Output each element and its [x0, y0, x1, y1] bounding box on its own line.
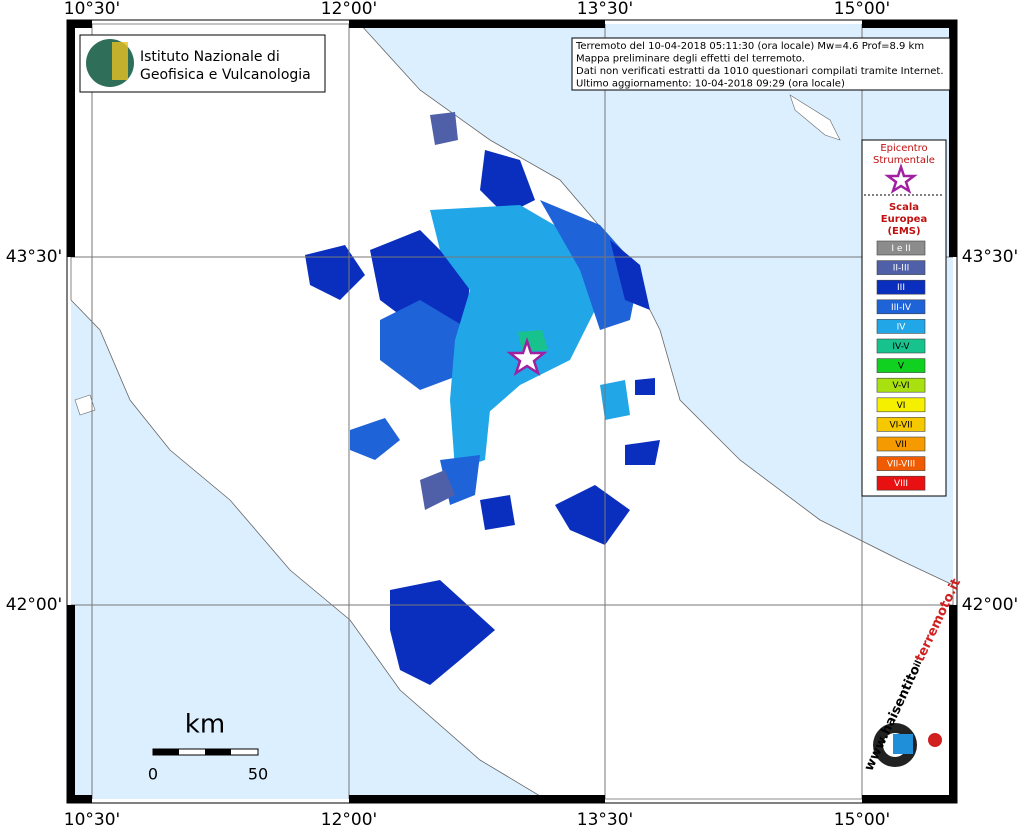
area	[350, 418, 400, 460]
legend-swatch	[876, 319, 926, 334]
info-frame	[571, 37, 951, 91]
scale-label: 50	[248, 765, 268, 784]
lon-label: 12°00'	[321, 810, 377, 830]
legend-label: III-IV	[891, 303, 912, 313]
lon-label: 13°30'	[577, 810, 633, 830]
frame-bar	[949, 605, 957, 803]
legend-swatch	[876, 436, 926, 452]
legend-label: VI-VII	[890, 420, 913, 430]
watermark-logo	[893, 734, 913, 754]
area	[430, 205, 600, 420]
elba	[74, 394, 96, 416]
watermark-logo	[928, 733, 942, 747]
lat-label: 43°30'	[962, 247, 1018, 267]
scale-bar: km 0 50	[148, 710, 268, 784]
frame-bar	[949, 20, 957, 257]
info-box: Terremoto del 10-04-2018 05:11:30 (ora l…	[571, 37, 951, 91]
frame-bar	[67, 795, 92, 803]
map-frame	[66, 19, 958, 804]
logo-text: Istituto Nazionale di	[140, 49, 280, 65]
logo-text: Geofisica e Vulcanologia	[140, 67, 311, 83]
area	[540, 200, 640, 330]
legend-swatch	[876, 260, 926, 275]
epicenter-star	[506, 337, 548, 376]
area	[305, 245, 365, 300]
lon-label: 10°30'	[64, 0, 120, 19]
area	[420, 470, 455, 510]
legend-box	[861, 139, 947, 497]
legend-swatch	[876, 456, 926, 471]
legend-swatch	[876, 417, 926, 432]
legend-label: III	[897, 283, 905, 293]
frame-bar	[349, 795, 605, 803]
area	[600, 380, 630, 420]
lat-label: 42°00'	[962, 595, 1018, 615]
legend-swatch	[876, 377, 926, 393]
legend-swatch	[876, 358, 926, 373]
frame-bar	[862, 795, 957, 803]
lon-label: 15°00'	[834, 810, 890, 830]
area	[625, 440, 660, 465]
area	[430, 112, 458, 145]
legend-swatch	[876, 240, 926, 256]
legend-label: IV	[897, 322, 907, 332]
legend-heading: Europea	[881, 214, 927, 225]
scale-label: 0	[148, 765, 158, 784]
lat-label: 42°00'	[6, 595, 62, 615]
legend-label: I e II	[891, 244, 910, 254]
legend-heading: Epicentro	[880, 143, 927, 154]
legend-swatch	[876, 475, 926, 491]
croatia-island	[789, 94, 841, 141]
info-line: Terremoto del 10-04-2018 05:11:30 (ora l…	[575, 41, 924, 52]
lon-label: 10°30'	[64, 810, 120, 830]
legend-label: V	[898, 362, 905, 372]
area	[635, 378, 655, 395]
frame-bar	[67, 20, 75, 257]
legend-heading: Scala	[889, 202, 919, 213]
scale-unit: km	[185, 710, 225, 740]
frame-bar	[67, 605, 75, 803]
area	[555, 485, 630, 545]
area	[380, 300, 470, 390]
legend-label: VII-VIII	[887, 460, 915, 470]
lon-label: 12°00'	[321, 0, 377, 19]
scale-segment	[205, 749, 231, 755]
lon-label: 13°30'	[577, 0, 633, 19]
legend-label: V-VI	[892, 381, 909, 391]
area	[450, 400, 490, 470]
lat-label: 43°30'	[6, 247, 62, 267]
frame-bar	[67, 20, 92, 28]
legend-swatch	[876, 338, 926, 354]
info-line: Dati non verificati estratti da 1010 que…	[576, 66, 944, 77]
area	[390, 580, 495, 685]
legend-heading: (EMS)	[887, 226, 920, 237]
legend-swatch	[876, 279, 926, 295]
legend-swatch	[876, 299, 926, 315]
legend-label: VI	[897, 401, 906, 411]
watermark-part: il	[912, 659, 924, 669]
logo: Istituto Nazionale di Geofisica e Vulcan…	[79, 34, 326, 93]
scale-segment	[153, 749, 179, 755]
lon-label: 15°00'	[834, 0, 890, 19]
legend-label: VIII	[894, 479, 908, 489]
legend-swatch	[876, 397, 926, 413]
legend-star	[884, 163, 918, 194]
info-line: Ultimo aggiornamento: 10-04-2018 09:29 (…	[576, 79, 845, 90]
frame-bar	[862, 20, 957, 28]
area	[480, 495, 515, 530]
logo-mark	[112, 42, 128, 80]
legend-label: IV-V	[892, 342, 910, 352]
legend-heading: Strumentale	[873, 155, 935, 166]
legend-label: II-III	[893, 264, 910, 274]
frame-bar	[349, 20, 605, 28]
info-line: Mappa preliminare degli effetti del terr…	[576, 54, 805, 65]
legend-label: VII	[895, 440, 906, 450]
area	[480, 150, 535, 215]
